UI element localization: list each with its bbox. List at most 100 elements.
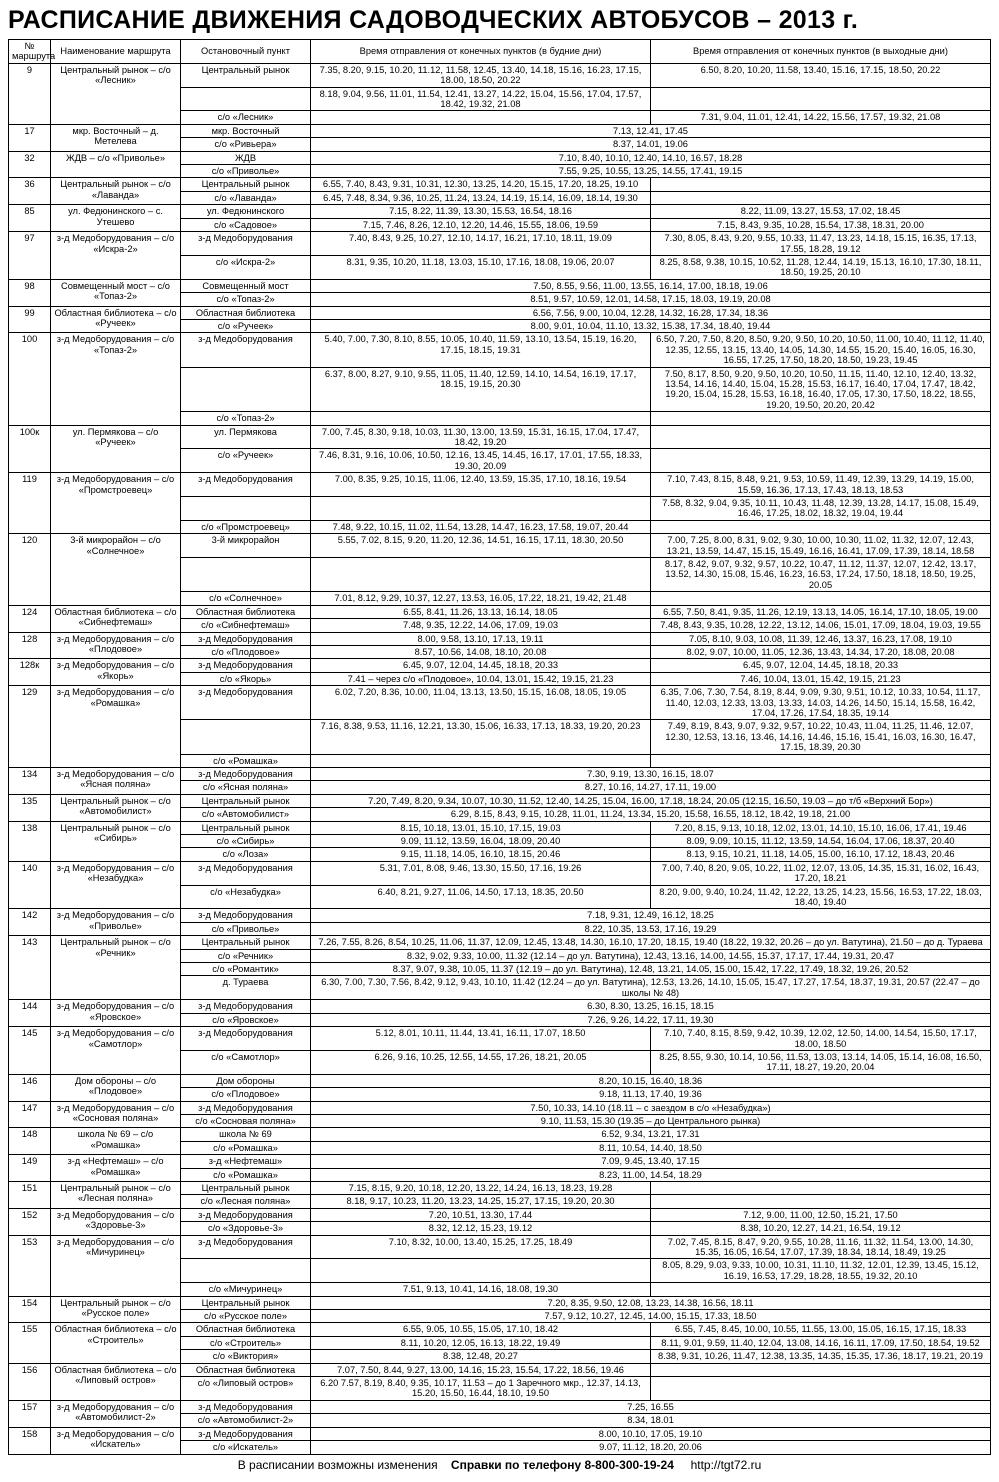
stop-name: д. Тураева <box>181 976 311 1000</box>
stop-name: школа № 69 <box>181 1128 311 1141</box>
times-weekday <box>311 754 651 767</box>
times-weekday: 8.57, 10.56, 14.08, 18.10, 20.08 <box>311 645 651 658</box>
route-name: Центральный рынок – с/о «Речник» <box>51 936 181 1000</box>
times-weekend <box>651 191 991 204</box>
stop-name: Центральный рынок <box>181 63 311 87</box>
route-num: 155 <box>9 1323 51 1363</box>
times-weekday: 7.10, 8.32, 10.00, 13.40, 15.25, 17.25, … <box>311 1235 651 1259</box>
route-num: 120 <box>9 534 51 605</box>
stop-name: с/о «Лоза» <box>181 848 311 861</box>
stop-name: с/о «Мичуринец» <box>181 1283 311 1296</box>
page-title: РАСПИСАНИЕ ДВИЖЕНИЯ САДОВОДЧЕСКИХ АВТОБУ… <box>8 6 991 35</box>
times-weekend: 6.45, 9.07, 12.04, 14.45, 18.18, 20.33 <box>651 659 991 672</box>
times-weekday: 9.15, 11.18, 14.05, 16.10, 18.15, 20.46 <box>311 848 651 861</box>
times-weekday <box>311 412 651 425</box>
route-num: 128 <box>9 632 51 659</box>
times-weekday: 7.15, 8.22, 11.39, 13.30, 15.53, 16.54, … <box>311 205 651 218</box>
times-weekend: 7.31, 9.04, 11.01, 12.41, 14.22, 15.56, … <box>651 111 991 124</box>
stop-name: з-д Медоборудования <box>181 232 311 256</box>
route-num: 124 <box>9 605 51 632</box>
times-weekend: 7.58, 8.32, 9.04, 9.35, 10.11, 10.43, 11… <box>651 497 991 521</box>
times-weekday: 6.02, 7.20, 8.36, 10.00, 11.04, 13.13, 1… <box>311 686 651 720</box>
stop-name: з-д Медоборудования <box>181 632 311 645</box>
stop-name: с/о «Садовое» <box>181 218 311 231</box>
times-weekday: 6.45, 9.07, 12.04, 14.45, 18.18, 20.33 <box>311 659 651 672</box>
times-merged: 8.37, 14.01, 19.06 <box>311 138 991 151</box>
times-weekday: 6.37, 8.00, 8.27, 9.10, 9.55, 11.05, 11.… <box>311 367 651 412</box>
route-num: 98 <box>9 279 51 306</box>
col-weekday: Время отправления от конечных пунктов (в… <box>311 40 651 64</box>
stop-name: с/о «Сибнефтемаш» <box>181 619 311 632</box>
col-weekend: Время отправления от конечных пунктов (в… <box>651 40 991 64</box>
times-weekday: 8.32, 12.12, 15.23, 19.12 <box>311 1222 651 1235</box>
stop-name: Областная библиотека <box>181 605 311 618</box>
stop-name: з-д Медоборудования <box>181 1427 311 1440</box>
stop-name: с/о «Промстроевец» <box>181 520 311 533</box>
stop-name: мкр. Восточный <box>181 124 311 137</box>
stop-name: ул. Пермякова <box>181 425 311 449</box>
stop-name: з-д Медоборудования <box>181 686 311 720</box>
stop-name: с/о «Топаз-2» <box>181 412 311 425</box>
route-name: з-д Медоборудования – с/о «Незабудка» <box>51 861 181 909</box>
times-weekday: 9.09, 11.12, 13.59, 16.04, 18.09, 20.40 <box>311 835 651 848</box>
times-weekday: 6.26, 9.16, 10.25, 12.55, 14.55, 17.26, … <box>311 1050 651 1074</box>
route-name: Областная библиотека – с/о «Строитель» <box>51 1323 181 1363</box>
times-merged: 8.32, 9.02, 9.33, 10.00, 11.32 (12.14 – … <box>311 949 991 962</box>
times-weekday <box>311 497 651 521</box>
times-weekday: 7.40, 8.43, 9.25, 10.27, 12.10, 14.17, 1… <box>311 232 651 256</box>
times-weekday: 8.18, 9.04, 9.56, 11.01, 11.54, 12.41, 1… <box>311 87 651 111</box>
times-merged: 7.20, 7.49, 8.20, 9.34, 10.07, 10.30, 11… <box>311 794 991 807</box>
route-name: ул. Пермякова – с/о «Ручеек» <box>51 425 181 473</box>
route-name: Центральный рынок – с/о «Лесник» <box>51 63 181 124</box>
times-weekend: 8.38, 9.31, 10.26, 11.47, 12.38, 13.35, … <box>651 1350 991 1363</box>
stop-name: с/о «Ромашка» <box>181 1168 311 1181</box>
times-weekday: 7.35, 8.20, 9.15, 10.20, 11.12, 11.58, 1… <box>311 63 651 87</box>
col-stop: Остановочный пункт <box>181 40 311 64</box>
route-num: 153 <box>9 1235 51 1296</box>
times-weekend: 8.22, 11.09, 13.27, 15.53, 17.02, 18.45 <box>651 205 991 218</box>
col-route-name: Наименование маршрута <box>51 40 181 64</box>
times-weekday: 8.31, 9.35, 10.20, 11.18, 13.03, 15.10, … <box>311 255 651 279</box>
stop-name: с/о «Лесная поляна» <box>181 1195 311 1208</box>
stop-name: с/о «Приволье» <box>181 165 311 178</box>
stop-name: ул. Федюнинского <box>181 205 311 218</box>
stop-name: с/о «Искра-2» <box>181 255 311 279</box>
stop-name: с/о «Топаз-2» <box>181 293 311 306</box>
times-merged: 8.11, 10.54, 14.40, 18.50 <box>311 1141 991 1154</box>
route-num: 147 <box>9 1101 51 1128</box>
stop-name: с/о «Виктория» <box>181 1350 311 1363</box>
route-num: 85 <box>9 205 51 232</box>
route-name: з-д Медоборудования – с/о «Мичуринец» <box>51 1235 181 1296</box>
times-weekday: 7.20, 10.51, 13.30, 17.44 <box>311 1208 651 1221</box>
times-weekday: 5.31, 7.01, 8.08, 9.46, 13.30, 15.50, 17… <box>311 861 651 885</box>
times-merged: 9.07, 11.12, 18.20, 20.06 <box>311 1441 991 1454</box>
stop-name: Центральный рынок <box>181 178 311 191</box>
stop-name: з-д «Нефтемаш» <box>181 1155 311 1168</box>
times-merged: 7.30, 9.19, 13.30, 16.15, 18.07 <box>311 767 991 780</box>
times-weekday: 7.48, 9.22, 10.15, 11.02, 11.54, 13.28, … <box>311 520 651 533</box>
times-merged: 9.18, 11.13, 17.40, 19.36 <box>311 1088 991 1101</box>
stop-name: з-д Медоборудования <box>181 909 311 922</box>
times-merged: 6.30, 7.00, 7.30, 7.56, 8.42, 9.12, 9.43… <box>311 976 991 1000</box>
times-weekday: 7.41 – через с/о «Плодовое», 10.04, 13.0… <box>311 672 651 685</box>
stop-name: с/о «Яровское» <box>181 1013 311 1026</box>
times-weekday: 7.16, 8.38, 9.53, 11.16, 12.21, 13.30, 1… <box>311 720 651 754</box>
stop-name: Областная библиотека <box>181 1323 311 1336</box>
times-merged: 8.00, 9.01, 10.04, 11.10, 13.32, 15.38, … <box>311 319 991 332</box>
route-name: з-д Медоборудования – с/о «Ясная поляна» <box>51 767 181 794</box>
route-num: 128к <box>9 659 51 686</box>
times-merged: 9.10, 11.53, 15.30 (19.35 – до Центральн… <box>311 1114 991 1127</box>
times-merged: 7.13, 12.41, 17.45 <box>311 124 991 137</box>
times-weekday: 8.00, 9.58, 13.10, 17.13, 19.11 <box>311 632 651 645</box>
stop-name: с/о «Приволье» <box>181 922 311 935</box>
route-name: ЖДВ – с/о «Приволье» <box>51 151 181 178</box>
times-weekend: 8.25, 8.58, 9.38, 10.15, 10.52, 11.28, 1… <box>651 255 991 279</box>
times-weekday: 6.55, 7.40, 8.43, 9.31, 10.31, 12.30, 13… <box>311 178 651 191</box>
times-weekend: 6.35, 7.06, 7.30, 7.54, 8.19, 8.44, 9.09… <box>651 686 991 720</box>
times-weekday <box>311 1259 651 1283</box>
times-merged: 8.20, 10.15, 16.40, 18.36 <box>311 1074 991 1087</box>
stop-name: с/о «Незабудка» <box>181 885 311 909</box>
route-num: 119 <box>9 473 51 534</box>
times-merged: 7.50, 10.33, 14.10 (18.11 – с заездом в … <box>311 1101 991 1114</box>
times-weekend: 8.17, 8.42, 9.07, 9.32, 9.57, 10.22, 10.… <box>651 558 991 592</box>
